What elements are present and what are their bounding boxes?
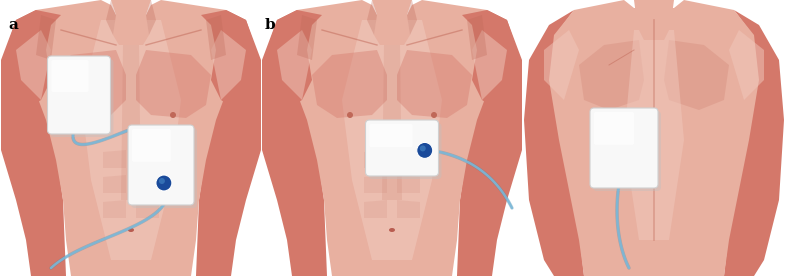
FancyBboxPatch shape [590, 108, 658, 188]
Polygon shape [1, 0, 261, 276]
Polygon shape [312, 50, 387, 118]
FancyBboxPatch shape [52, 60, 89, 92]
Polygon shape [467, 15, 487, 60]
Polygon shape [136, 150, 159, 168]
Polygon shape [6, 10, 61, 110]
Polygon shape [16, 30, 51, 100]
Polygon shape [103, 175, 126, 193]
Polygon shape [664, 40, 729, 110]
FancyBboxPatch shape [128, 125, 194, 205]
Polygon shape [106, 0, 116, 35]
Polygon shape [624, 30, 684, 240]
Polygon shape [457, 10, 522, 276]
Text: a: a [8, 18, 18, 32]
Polygon shape [51, 50, 126, 118]
Polygon shape [724, 10, 784, 276]
Polygon shape [287, 0, 497, 276]
Polygon shape [364, 175, 387, 193]
Circle shape [431, 112, 437, 118]
FancyBboxPatch shape [132, 129, 171, 162]
Polygon shape [544, 30, 579, 100]
Polygon shape [462, 10, 517, 110]
Polygon shape [103, 150, 126, 168]
Polygon shape [262, 0, 522, 276]
Polygon shape [136, 200, 159, 218]
Polygon shape [382, 45, 402, 200]
Polygon shape [634, 0, 674, 40]
Polygon shape [729, 30, 764, 100]
Ellipse shape [128, 228, 134, 232]
Polygon shape [472, 30, 507, 100]
Polygon shape [146, 0, 156, 35]
Polygon shape [36, 15, 56, 60]
Polygon shape [372, 0, 412, 45]
Polygon shape [342, 20, 442, 260]
Circle shape [417, 142, 433, 158]
Polygon shape [26, 0, 236, 276]
Polygon shape [364, 150, 387, 168]
Polygon shape [103, 200, 126, 218]
Circle shape [420, 145, 425, 152]
Polygon shape [1, 10, 66, 276]
FancyBboxPatch shape [366, 120, 439, 176]
FancyBboxPatch shape [131, 128, 197, 208]
Polygon shape [121, 45, 141, 200]
Polygon shape [364, 200, 387, 218]
Polygon shape [549, 0, 759, 276]
Polygon shape [397, 175, 420, 193]
Polygon shape [206, 15, 226, 60]
Circle shape [170, 112, 176, 118]
FancyBboxPatch shape [593, 111, 661, 191]
Polygon shape [407, 0, 417, 35]
Polygon shape [367, 0, 377, 35]
Polygon shape [524, 10, 584, 276]
Circle shape [159, 178, 165, 184]
FancyBboxPatch shape [48, 56, 111, 134]
Polygon shape [524, 0, 784, 276]
Polygon shape [579, 40, 644, 110]
Polygon shape [111, 0, 151, 45]
Polygon shape [397, 150, 420, 168]
Polygon shape [136, 50, 211, 118]
Polygon shape [297, 15, 317, 60]
Polygon shape [262, 10, 327, 276]
FancyBboxPatch shape [50, 59, 114, 137]
Polygon shape [397, 200, 420, 218]
Polygon shape [211, 30, 246, 100]
Polygon shape [136, 175, 159, 193]
FancyBboxPatch shape [368, 123, 441, 179]
Circle shape [86, 112, 92, 118]
Polygon shape [196, 10, 261, 276]
Text: b: b [265, 18, 276, 32]
Polygon shape [277, 30, 312, 100]
FancyBboxPatch shape [594, 112, 634, 145]
Ellipse shape [389, 228, 395, 232]
Polygon shape [267, 10, 322, 110]
Circle shape [156, 175, 172, 191]
Polygon shape [201, 10, 256, 110]
Polygon shape [397, 50, 472, 118]
FancyBboxPatch shape [370, 124, 412, 147]
Polygon shape [81, 20, 181, 260]
Circle shape [347, 112, 353, 118]
